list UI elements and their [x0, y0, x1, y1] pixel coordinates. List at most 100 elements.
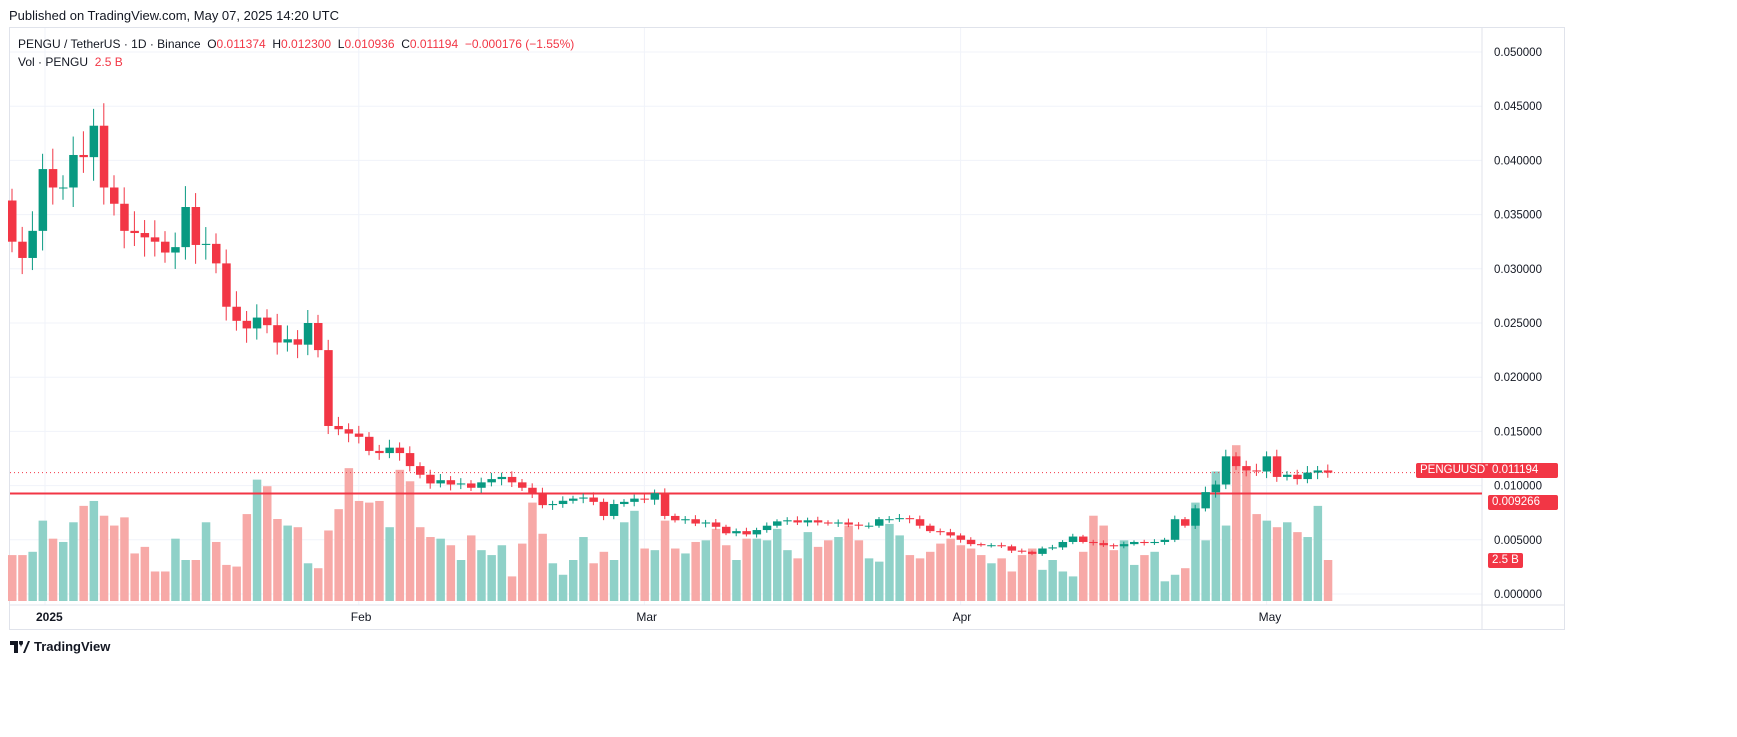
candle-body	[1130, 541, 1139, 545]
volume-bar	[1201, 540, 1210, 601]
volume-bar	[18, 555, 27, 601]
candle	[120, 187, 129, 249]
candle-body	[283, 339, 292, 343]
candle	[497, 472, 507, 486]
volume-bar	[99, 515, 109, 601]
volume-bar	[926, 551, 935, 601]
candle-body	[762, 525, 772, 531]
candle-body	[110, 187, 119, 204]
candle-body	[28, 230, 37, 258]
x-tick-label: 2025	[36, 610, 63, 624]
candle	[915, 515, 925, 529]
volume-bar	[191, 560, 201, 601]
candle-body	[905, 518, 915, 520]
volume-bar	[212, 541, 221, 601]
x-tick-label: Mar	[636, 610, 657, 624]
volume-bar	[997, 558, 1006, 601]
volume-bar	[966, 548, 976, 601]
volume-bar	[1211, 471, 1221, 601]
candle-body	[416, 466, 425, 475]
volume-bar	[844, 525, 853, 601]
symbol-tag: PENGUUSDT	[1416, 463, 1497, 478]
candle-body	[813, 520, 823, 523]
candle-body	[630, 498, 639, 502]
volume-bar	[1293, 532, 1302, 601]
candle-body	[222, 263, 231, 307]
candle-body	[956, 535, 966, 540]
volume-row: Vol · PENGU 2.5 B	[18, 53, 574, 71]
candle	[987, 543, 996, 548]
candle-body	[671, 515, 680, 521]
candle-body	[242, 320, 252, 329]
volume-bar	[130, 553, 139, 601]
candle	[110, 175, 119, 216]
candle-body	[1048, 547, 1057, 549]
volume-bar	[477, 550, 486, 601]
volume-bar	[79, 505, 88, 601]
candle-body	[609, 504, 619, 516]
candle	[681, 516, 690, 524]
candle-body	[1252, 470, 1261, 472]
candle	[273, 313, 282, 355]
candle	[589, 492, 598, 506]
y-tick-label: 0.040000	[1494, 155, 1542, 167]
x-tick-label: May	[1259, 610, 1282, 624]
candle-body	[181, 207, 190, 248]
candle	[456, 478, 466, 490]
candle	[1211, 480, 1221, 498]
volume-bar	[1272, 527, 1282, 601]
volume-tag: 2.5 B	[1488, 553, 1523, 568]
candle-body	[1272, 456, 1282, 477]
volume-bar	[405, 481, 415, 601]
candle-body	[1201, 492, 1210, 509]
candle-body	[385, 447, 394, 454]
volume-bar	[1232, 445, 1241, 601]
candle	[59, 175, 68, 200]
volume-bar	[1221, 525, 1231, 601]
candle	[1048, 544, 1057, 551]
volume-bar	[1303, 537, 1312, 601]
candle-body	[854, 524, 864, 526]
candle	[1130, 540, 1139, 546]
candle	[1089, 539, 1098, 546]
candle-body	[161, 241, 170, 253]
volume-bar	[140, 546, 150, 601]
candle-body	[711, 522, 721, 527]
candle-body	[375, 450, 384, 454]
volume-bar	[1038, 569, 1047, 601]
volume-bar	[324, 530, 333, 601]
volume-bar	[507, 576, 517, 601]
candle-body	[803, 520, 813, 523]
y-tick-label: 0.050000	[1494, 47, 1542, 59]
low-label: L	[337, 37, 345, 51]
volume-bar	[742, 538, 751, 601]
candle	[1068, 533, 1078, 545]
candle	[354, 425, 364, 444]
candle-body	[89, 125, 99, 158]
volume-title[interactable]: Vol · PENGU	[18, 55, 89, 69]
candle	[436, 474, 445, 488]
candle-body	[875, 519, 884, 526]
candle-body	[477, 482, 486, 488]
volume-bar	[1079, 551, 1088, 601]
line-price-tag: 0.009266	[1488, 495, 1558, 510]
open-value: 0.011374	[216, 37, 266, 51]
candle-body	[997, 545, 1006, 547]
volume-bar	[1262, 520, 1272, 601]
candle-body	[446, 480, 456, 485]
tradingview-logo[interactable]: TradingView	[10, 639, 110, 654]
candle-body	[201, 243, 211, 245]
candle-body	[48, 169, 58, 188]
volume-bar	[1170, 574, 1180, 601]
candle	[385, 439, 394, 459]
volume-bar	[518, 543, 527, 601]
volume-bar	[977, 555, 986, 601]
volume-bar	[599, 551, 609, 601]
volume-bar	[1068, 576, 1078, 601]
x-tick-label: Apr	[953, 610, 972, 624]
candle-body	[405, 453, 415, 467]
candle-body	[599, 501, 609, 516]
candle-body	[926, 525, 935, 532]
symbol-title[interactable]: PENGU / TetherUS · 1D · Binance	[18, 37, 201, 51]
